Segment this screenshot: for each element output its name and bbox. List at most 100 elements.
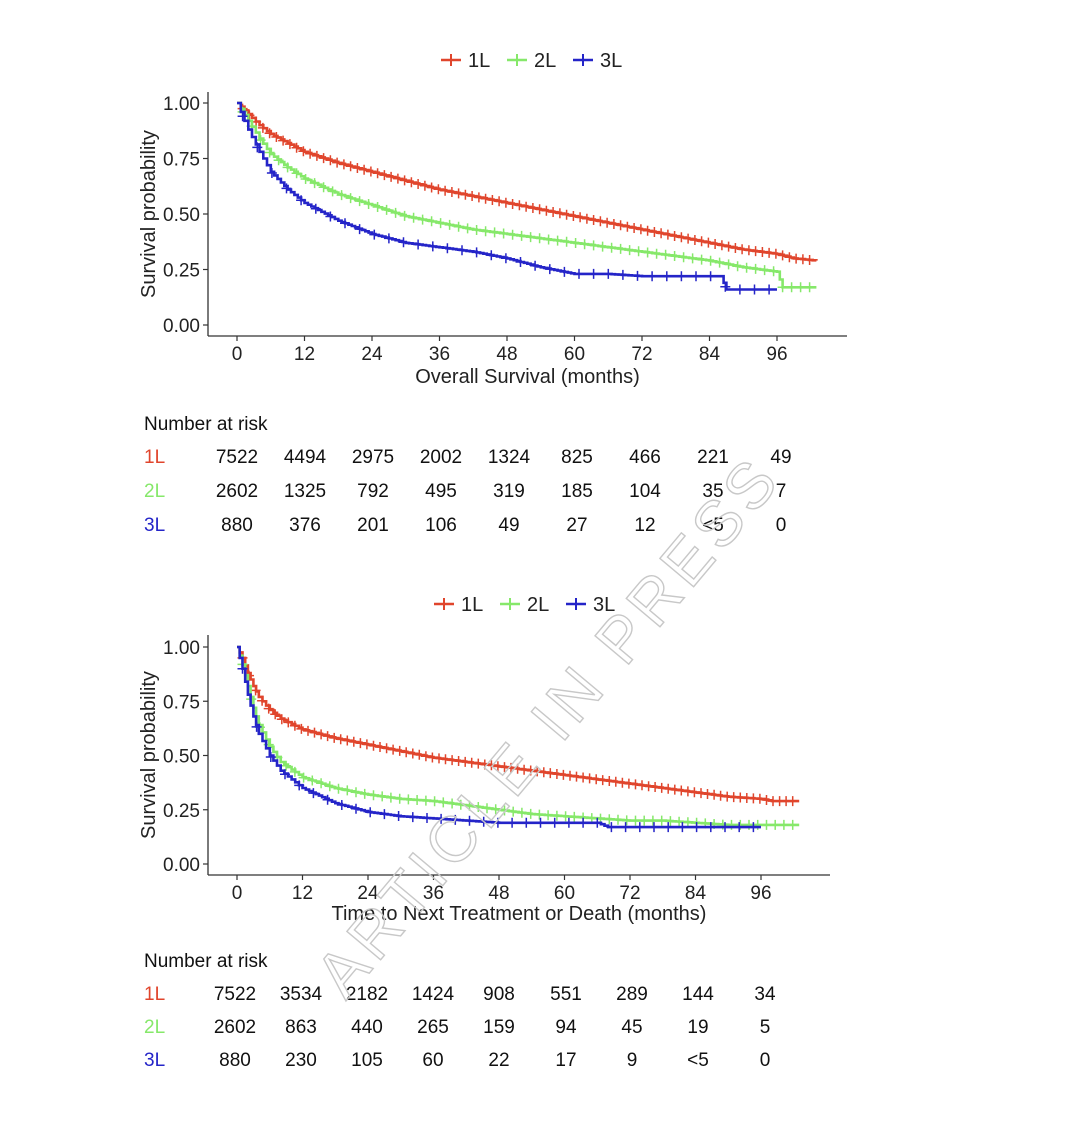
- risk-cell: 159: [483, 1017, 515, 1038]
- risk-cell: 49: [770, 447, 791, 468]
- legend: 1L 2L 3L: [441, 50, 622, 72]
- risk-cell: 221: [697, 447, 729, 468]
- risk-cell: 289: [616, 984, 648, 1005]
- risk-cell: 230: [285, 1050, 317, 1071]
- x-tick-label: 48: [488, 883, 509, 904]
- risk-cell: 4494: [284, 447, 327, 468]
- x-tick-label: 36: [423, 883, 444, 904]
- legend-label-1l: 1L: [468, 50, 490, 72]
- y-tick-label: 0.75: [163, 692, 200, 713]
- risk-row-label-3l: 3L: [144, 1050, 165, 1071]
- legend-label-1l: 1L: [461, 594, 483, 616]
- x-tick-label: 0: [232, 883, 243, 904]
- y-tick-label: 1.00: [163, 94, 200, 115]
- risk-cell: 9: [627, 1050, 638, 1071]
- risk-cell: 144: [682, 984, 714, 1005]
- risk-cell: 7522: [214, 984, 256, 1005]
- risk-row-label-1l: 1L: [144, 984, 165, 1005]
- risk-cell: 5: [760, 1017, 771, 1038]
- risk-cell: 2182: [346, 984, 388, 1005]
- legend-label-2l: 2L: [527, 594, 549, 616]
- risk-cell: 880: [221, 515, 253, 536]
- risk-cell: 880: [219, 1050, 251, 1071]
- km-censor-marks-3l: [237, 663, 759, 833]
- risk-cell: 2602: [214, 1017, 256, 1038]
- y-tick-label: 0.25: [163, 801, 200, 822]
- x-tick-label: 84: [699, 344, 721, 365]
- risk-cell: 3534: [280, 984, 323, 1005]
- risk-cell: 7: [776, 481, 787, 502]
- risk-cell: <5: [687, 1050, 709, 1071]
- y-axis-title: Survival probability: [138, 671, 160, 839]
- x-tick-label: 60: [554, 883, 575, 904]
- x-tick-label: 12: [292, 883, 313, 904]
- risk-cell: 825: [561, 447, 593, 468]
- risk-cell: 2602: [216, 481, 258, 502]
- risk-cell: 201: [357, 515, 389, 536]
- risk-row-label-1l: 1L: [144, 447, 165, 468]
- risk-cell: 466: [629, 447, 661, 468]
- risk-row-label-2l: 2L: [144, 481, 165, 502]
- y-tick-label: 1.00: [163, 638, 200, 659]
- x-tick-label: 48: [496, 344, 517, 365]
- risk-cell: 35: [702, 481, 723, 502]
- risk-table-title: Number at risk: [144, 414, 268, 435]
- risk-cell: 2002: [420, 447, 462, 468]
- km-curve-2l: [237, 101, 817, 289]
- y-tick-label: 0.00: [163, 316, 200, 337]
- y-tick-label: 0.00: [163, 855, 200, 876]
- y-tick-label: 0.50: [163, 747, 200, 768]
- x-tick-label: 36: [429, 344, 450, 365]
- x-axis-title: Time to Next Treatment or Death (months): [332, 903, 707, 925]
- km-censor-marks-3l: [237, 111, 775, 295]
- risk-cell: 319: [493, 481, 525, 502]
- risk-cell: 1325: [284, 481, 326, 502]
- legend-label-3l: 3L: [593, 594, 615, 616]
- x-tick-label: 0: [232, 344, 243, 365]
- risk-cell: 27: [566, 515, 587, 536]
- y-axis-title: Survival probability: [138, 130, 160, 298]
- x-tick-label: 60: [564, 344, 585, 365]
- risk-cell: 863: [285, 1017, 317, 1038]
- x-tick-label: 72: [619, 883, 640, 904]
- risk-cell: 34: [754, 984, 776, 1005]
- risk-table-title: Number at risk: [144, 951, 268, 972]
- y-tick-label: 0.75: [163, 150, 200, 171]
- km-panel-1: 0.00 0.25 0.50 0.75 1.00 0 12 24 36 48 60 72 84 96 Ove…: [138, 50, 847, 536]
- risk-cell: 376: [289, 515, 321, 536]
- x-axis-title: Overall Survival (months): [415, 366, 640, 388]
- risk-cell: <5: [702, 515, 724, 536]
- risk-cell: 908: [483, 984, 515, 1005]
- risk-cell: 60: [422, 1050, 443, 1071]
- x-tick-label: 72: [631, 344, 652, 365]
- risk-cell: 2975: [352, 447, 394, 468]
- risk-cell: 265: [417, 1017, 449, 1038]
- risk-cell: 0: [760, 1050, 771, 1071]
- x-tick-label: 24: [357, 883, 379, 904]
- risk-cell: 792: [357, 481, 389, 502]
- risk-cell: 45: [621, 1017, 642, 1038]
- risk-cell: 94: [555, 1017, 577, 1038]
- risk-cell: 551: [550, 984, 582, 1005]
- risk-row-label-3l: 3L: [144, 515, 165, 536]
- risk-table: Number at risk 1L 7522 4494 2975 2002 1324 825 4…: [144, 414, 792, 536]
- risk-cell: 1324: [488, 447, 531, 468]
- legend-label-2l: 2L: [534, 50, 556, 72]
- x-tick-label: 96: [750, 883, 771, 904]
- risk-cell: 495: [425, 481, 457, 502]
- km-curve-3l: [237, 101, 777, 291]
- risk-cell: 12: [634, 515, 655, 536]
- x-tick-label: 12: [294, 344, 315, 365]
- x-tick-label: 84: [685, 883, 707, 904]
- risk-table: Number at risk 1L 7522 3534 2182 1424 908 551 28…: [144, 951, 776, 1071]
- risk-cell: 440: [351, 1017, 383, 1038]
- risk-cell: 185: [561, 481, 593, 502]
- risk-cell: 22: [488, 1050, 509, 1071]
- risk-cell: 104: [629, 481, 661, 502]
- risk-cell: 49: [498, 515, 519, 536]
- risk-cell: 0: [776, 515, 787, 536]
- x-tick-label: 24: [361, 344, 383, 365]
- y-tick-label: 0.50: [163, 205, 200, 226]
- y-tick-label: 0.25: [163, 261, 200, 282]
- risk-cell: 7522: [216, 447, 258, 468]
